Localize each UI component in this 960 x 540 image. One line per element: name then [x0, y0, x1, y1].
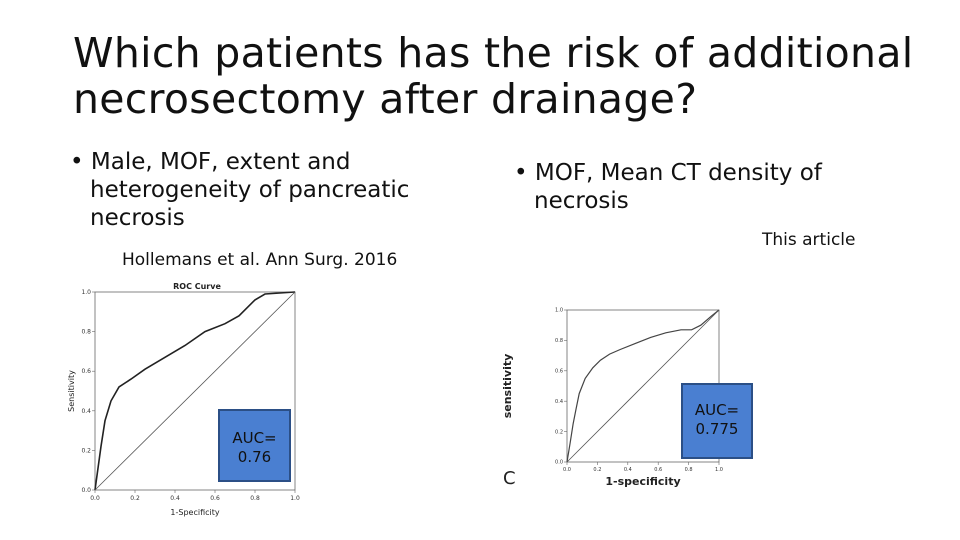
x-tick-label: 0.2 — [130, 495, 140, 502]
y-tick-label: 0.4 — [555, 399, 563, 405]
left-auc-label: AUC= — [232, 429, 277, 447]
right-citation: This article — [762, 230, 856, 250]
y-tick-label: 0.4 — [81, 408, 91, 415]
right-auc-box: AUC= 0.775 — [681, 383, 753, 459]
x-tick-label: 0.0 — [90, 495, 100, 502]
y-tick-label: 0.2 — [81, 447, 91, 454]
y-tick-label: 0.6 — [81, 368, 91, 375]
x-tick-label: 0.8 — [685, 467, 693, 473]
right-auc-label: AUC= — [694, 401, 740, 419]
x-axis-label: 1-Specificity — [170, 508, 219, 517]
y-tick-label: 0.8 — [555, 338, 563, 344]
x-tick-label: 0.4 — [624, 467, 632, 473]
x-tick-label: 0.8 — [250, 495, 260, 502]
y-tick-label: 0.6 — [555, 368, 563, 374]
y-tick-label: 0.8 — [81, 329, 91, 336]
y-axis-label: sensitivity — [501, 354, 514, 419]
chart-title: ROC Curve — [173, 282, 221, 291]
x-tick-label: 0.2 — [593, 467, 601, 473]
roc-curve — [566, 309, 720, 463]
x-tick-label: 1.0 — [290, 495, 300, 502]
x-tick-label: 1.0 — [715, 467, 723, 473]
left-bullet: • Male, MOF, extent and heterogeneity of… — [70, 149, 410, 231]
x-tick-label: 0.6 — [210, 495, 220, 502]
reference-line — [94, 291, 296, 491]
right-auc-value: 0.775 — [695, 420, 739, 438]
y-tick-label: 1.0 — [555, 308, 563, 314]
x-tick-label: 0.4 — [170, 495, 180, 502]
reference-line — [566, 309, 720, 463]
slide-title: Which patients has the risk of additiona… — [73, 29, 914, 123]
left-citation: Hollemans et al. Ann Surg. 2016 — [122, 250, 398, 270]
x-tick-label: 0.0 — [563, 467, 571, 473]
y-tick-label: 0.0 — [81, 487, 91, 494]
panel-letter: C — [503, 468, 516, 489]
left-auc-box: AUC= 0.76 — [218, 409, 291, 482]
y-tick-label: 0.0 — [555, 460, 563, 466]
plot-frame — [94, 291, 296, 491]
roc-curve — [94, 291, 296, 491]
y-tick-label: 1.0 — [81, 289, 91, 296]
right-bullet: • MOF, Mean CT density of necrosis — [514, 160, 822, 214]
left-roc-chart: 0.0 0.2 0.4 0.6 0.8 1.0 0.0 0.2 0.4 0.6 0.8 1.0 ROC … — [67, 282, 300, 517]
x-tick-label: 0.6 — [654, 467, 662, 473]
left-auc-value: 0.76 — [237, 448, 272, 466]
y-axis-label: Sensitivity — [67, 370, 76, 412]
y-tick-label: 0.2 — [555, 429, 563, 435]
x-axis-label: 1-specificity — [605, 475, 680, 488]
